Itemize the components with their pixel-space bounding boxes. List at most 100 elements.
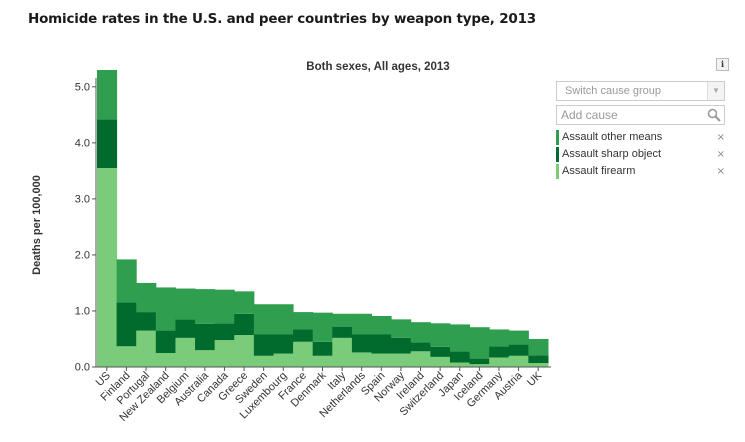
legend-item[interactable]: Assault firearm × <box>556 163 728 180</box>
bar-segment <box>195 289 216 324</box>
info-button[interactable]: i <box>716 58 729 71</box>
legend-item[interactable]: Assault sharp object × <box>556 146 728 163</box>
bar-segment <box>253 334 274 356</box>
y-tick-label: 5.0 <box>75 81 90 93</box>
bar-segment <box>293 329 314 342</box>
page-title: Homicide rates in the U.S. and peer coun… <box>28 11 537 27</box>
bar-segment <box>97 168 118 367</box>
bar-segment <box>351 334 373 353</box>
bar-segment <box>430 356 451 367</box>
chevron-down-icon[interactable]: ▼ <box>707 82 724 100</box>
bar-segment <box>391 319 412 338</box>
bar-segment <box>449 351 471 363</box>
bar-segment <box>214 340 235 367</box>
y-tick-label: 1.0 <box>75 305 90 317</box>
bar-segment <box>528 363 549 367</box>
bar-segment <box>332 337 353 367</box>
bar-segment <box>410 322 431 343</box>
bar-segment <box>155 352 176 367</box>
bar-segment <box>371 353 392 367</box>
bar-segment <box>312 355 333 367</box>
legend-swatch <box>556 147 559 162</box>
bar-segment <box>97 70 118 120</box>
bar-segment <box>528 338 549 356</box>
bars-group <box>97 70 549 367</box>
bar-segment <box>253 304 274 335</box>
bar-segment <box>351 352 373 367</box>
bar-segment <box>469 327 490 359</box>
bar-segment <box>430 346 451 357</box>
legend-item[interactable]: Assault other means × <box>556 129 728 146</box>
remove-icon[interactable]: × <box>716 166 725 177</box>
bar-segment <box>116 346 137 367</box>
bar-segment <box>175 337 196 367</box>
legend-swatch <box>556 164 559 179</box>
bar-segment <box>273 334 294 354</box>
bar-segment <box>391 353 412 367</box>
bar-segment <box>371 334 392 354</box>
legend-label: Assault other means <box>562 131 663 143</box>
bar-segment <box>489 329 510 347</box>
bar-segment <box>449 362 471 367</box>
legend-swatch <box>556 130 559 145</box>
bar-segment <box>175 288 196 320</box>
bar-segment <box>214 289 235 324</box>
bar-segment <box>391 337 412 354</box>
y-tick-label: 3.0 <box>75 193 90 205</box>
bar-segment <box>116 259 137 303</box>
bar-segment <box>253 355 274 367</box>
y-axis: 0.0 1.0 2.0 3.0 4.0 5.0 <box>75 78 97 374</box>
bar-segment <box>136 330 157 367</box>
bar-segment <box>410 342 431 352</box>
legend: Assault other means × Assault sharp obje… <box>556 129 728 180</box>
bar-segment <box>136 312 157 331</box>
bar-segment <box>508 344 529 356</box>
bar-segment <box>332 313 353 327</box>
bar-segment <box>508 355 529 367</box>
bar-segment <box>273 304 294 335</box>
bar-segment <box>351 313 373 335</box>
bar-segment <box>234 313 255 336</box>
bar-segment <box>410 351 431 367</box>
bar-segment <box>449 324 471 352</box>
bar-segment <box>234 335 255 367</box>
remove-icon[interactable]: × <box>716 149 725 160</box>
bar-segment <box>175 319 196 338</box>
remove-icon[interactable]: × <box>716 132 725 143</box>
bar-segment <box>293 312 314 330</box>
bar-segment <box>214 323 235 341</box>
bar-segment <box>195 323 216 351</box>
x-tick-label: UK <box>525 369 545 389</box>
bar-segment <box>312 312 333 342</box>
bar-segment <box>155 287 176 331</box>
bar-segment <box>293 341 314 367</box>
bar-segment <box>136 282 157 313</box>
legend-label: Assault firearm <box>562 165 636 177</box>
bar-segment <box>469 358 490 365</box>
bar-segment <box>155 330 176 353</box>
bar-segment <box>469 364 490 367</box>
bar-segment <box>489 346 510 358</box>
y-tick-label: 2.0 <box>75 249 90 261</box>
bar-segment <box>234 291 255 314</box>
switch-cause-group-select[interactable]: Switch cause group ▼ <box>556 81 725 101</box>
bar-segment <box>508 330 529 345</box>
switch-cause-group-placeholder: Switch cause group <box>565 85 661 97</box>
search-icon[interactable] <box>707 108 721 122</box>
chart-title: Both sexes, All ages, 2013 <box>306 61 449 73</box>
bar-segment <box>273 353 294 367</box>
y-tick-label: 4.0 <box>75 137 90 149</box>
add-cause-input[interactable] <box>561 107 701 123</box>
bar-segment <box>97 119 118 169</box>
bar-segment <box>195 350 216 367</box>
bar-segment <box>312 341 333 356</box>
bar-segment <box>430 323 451 347</box>
y-axis-label: Deaths per 100,000 <box>31 175 43 275</box>
bar-segment <box>528 355 549 364</box>
bar-segment <box>116 302 137 347</box>
bar-segment <box>332 326 353 338</box>
add-cause-field[interactable] <box>556 105 725 125</box>
legend-label: Assault sharp object <box>562 148 662 160</box>
